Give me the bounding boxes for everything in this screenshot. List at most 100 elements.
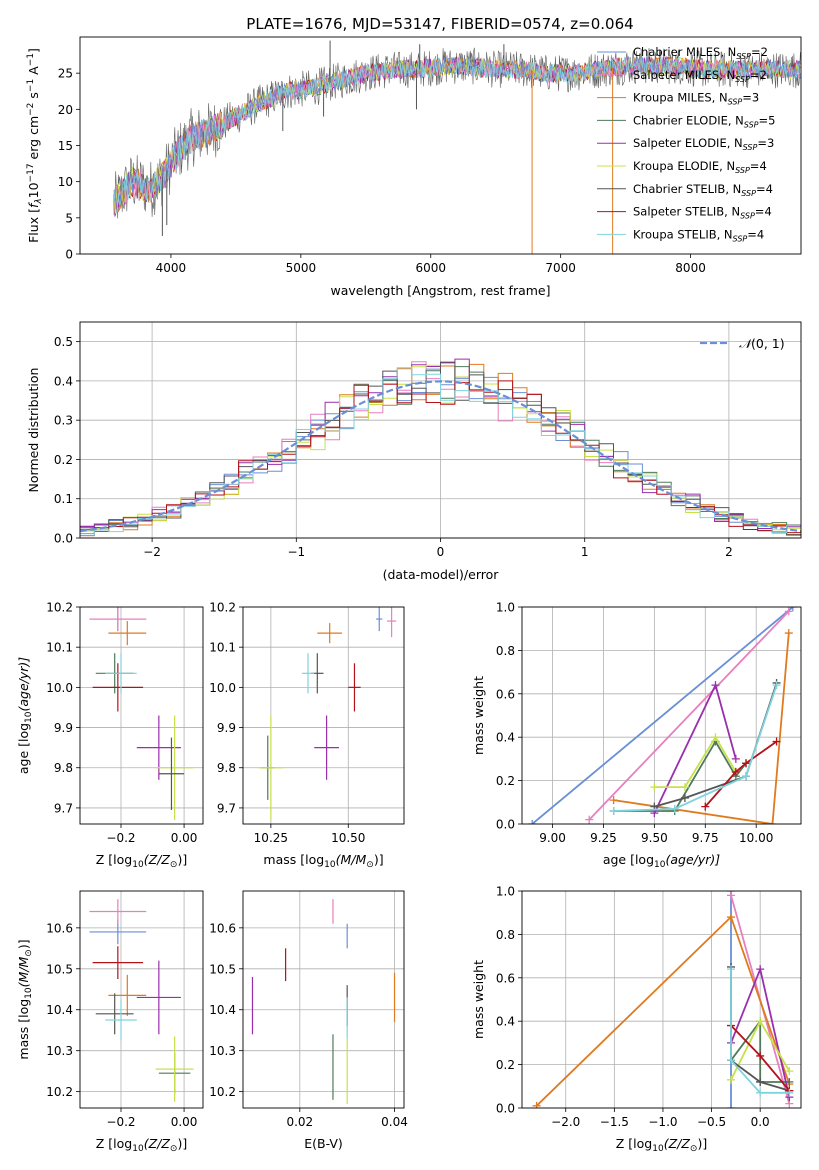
label-subscript: 10: [652, 1144, 664, 1154]
legend-n-value: 4: [764, 205, 771, 219]
legend-n-label: , N: [717, 227, 733, 241]
y-tick-label: 10.0: [209, 681, 236, 695]
label-part: (M/M: [336, 852, 367, 867]
y-tick-label: 10.2: [209, 1085, 236, 1099]
y-axis-label: mass weight: [471, 960, 486, 1039]
legend-eq: =: [757, 136, 767, 150]
y-axis-label: mass weight: [471, 676, 486, 755]
y-tick-label: 10.6: [209, 921, 236, 935]
weight-marker: [756, 1017, 765, 1026]
label-superscript: −2: [26, 103, 36, 116]
y-tick-label: 1.0: [496, 885, 515, 899]
plot-area: [89, 607, 194, 820]
y-tick-label: 10: [58, 175, 73, 189]
y-tick-label: 0.2: [496, 1058, 515, 1072]
legend-n-label: , N: [724, 205, 740, 219]
y-tick-label: 0.2: [496, 774, 515, 788]
legend-n-label: , N: [720, 45, 736, 59]
x-tick-label: −1.5: [600, 1115, 629, 1129]
x-tick-label: 2: [725, 545, 733, 559]
y-axis-label: age [log10(age/yr)]: [16, 657, 34, 774]
x-tick-label: 0.00: [171, 1115, 198, 1129]
x-tick-label: 9.00: [539, 831, 566, 845]
y-tick-label: 10.3: [46, 1044, 73, 1058]
y-tick-label: 10.0: [46, 681, 73, 695]
y-tick-label: 0.6: [496, 971, 515, 985]
label-subscript: λ: [34, 198, 44, 204]
legend-entry: Chabrier MILES, NSSP=2: [633, 45, 768, 61]
y-tick-label: 9.8: [217, 761, 236, 775]
label-part: s: [26, 92, 41, 103]
label-part: A: [26, 66, 41, 79]
weight-marker: [768, 820, 777, 824]
legend-n-value: 4: [759, 159, 766, 173]
spectrum-line-kroupa-stelib: [113, 56, 801, 214]
legend-entry: Salpeter MILES, NSSP=2: [633, 68, 767, 84]
y-tick-label: 0.4: [496, 731, 515, 745]
weight-line-salpeter-miles: [588, 610, 790, 821]
y-tick-label: 10.4: [46, 1003, 73, 1017]
x-tick-label: −0.2: [106, 831, 135, 845]
legend-n-label: , N: [725, 182, 741, 196]
weight-marker: [727, 1104, 736, 1108]
y-tick-label: 0.6: [496, 687, 515, 701]
label-subscript: 10: [24, 711, 34, 723]
weight-marker: [756, 1088, 765, 1097]
x-tick-label: 0.02: [286, 1115, 313, 1129]
panel-residuals: −2 −1 0 1 2 0.0 0.1 0.2 0.3 0.4 0.5 (data-model)/er…: [26, 321, 802, 582]
legend-n-label: , N: [719, 159, 735, 173]
axes-frame: [521, 890, 802, 1109]
spectrum-legend: Chabrier MILES, NSSP=2 Salpeter MILES, NS…: [597, 45, 775, 243]
weight-marker: [528, 820, 537, 824]
x-tick-label: 0: [437, 545, 445, 559]
y-tick-label: 0.1: [54, 492, 73, 506]
x-tick-label: 8000: [675, 261, 706, 275]
weight-line-chabrier-miles: [531, 607, 794, 824]
label-subscript: 10: [324, 860, 336, 870]
y-tick-label: 10.1: [209, 641, 236, 655]
weight-line-kroupa-elodie: [654, 735, 737, 788]
y-tick-label: 10.2: [46, 1085, 73, 1099]
label-part: )]: [177, 1136, 187, 1151]
x-tick-label: −1: [287, 545, 305, 559]
y-tick-label: 9.8: [54, 761, 73, 775]
weight-marker: [609, 796, 618, 805]
legend-n-value: 2: [761, 45, 768, 59]
y-tick-label: 0.5: [54, 335, 73, 349]
x-tick-label: 10.25: [254, 831, 288, 845]
weight-marker: [727, 965, 736, 974]
weight-marker: [727, 913, 736, 922]
weight-marker: [711, 733, 720, 742]
y-tick-label: 10.1: [46, 641, 73, 655]
plot-area: [89, 899, 194, 1102]
label-part: )]: [697, 1136, 707, 1151]
label-part: mass [log: [16, 999, 31, 1060]
legend-n-value: 3: [767, 136, 774, 150]
weight-marker: [785, 1067, 794, 1076]
normal-reference-curve: [80, 380, 801, 533]
weight-marker: [742, 759, 751, 768]
x-tick-label: 0.04: [381, 1115, 408, 1129]
panel-age-vs-Z: −0.2 0.009.79.89.910.010.110.2Z [log10(Z/…: [16, 601, 204, 870]
label-subscript: ⊙: [170, 1144, 178, 1154]
axes-frame: [79, 606, 204, 825]
legend-entry: Salpeter STELIB, NSSP=4: [633, 205, 772, 221]
weight-marker: [784, 607, 793, 616]
y-axis-label: Normed distribution: [26, 368, 41, 493]
label-superscript: −1: [26, 53, 36, 66]
x-axis-label: age [log10(age/yr)]: [603, 852, 720, 870]
weight-marker: [742, 772, 751, 781]
legend-n-value: 2: [759, 68, 766, 82]
x-tick-label: −0.2: [106, 1115, 135, 1129]
x-tick-label: −2: [143, 545, 161, 559]
label-part: (Z/Z: [144, 852, 171, 867]
label-part: (Z/Z: [664, 1136, 691, 1151]
x-tick-label: 0.0: [751, 1115, 770, 1129]
legend-model-name: Kroupa MILES: [633, 91, 712, 105]
axes-frame: [79, 36, 802, 255]
legend-eq: =: [756, 182, 766, 196]
y-tick-label: 9.9: [217, 721, 236, 735]
y-tick-label: 10.3: [209, 1044, 236, 1058]
histogram-salpeter-stelib: [80, 380, 801, 537]
legend-n-label: , N: [712, 91, 728, 105]
